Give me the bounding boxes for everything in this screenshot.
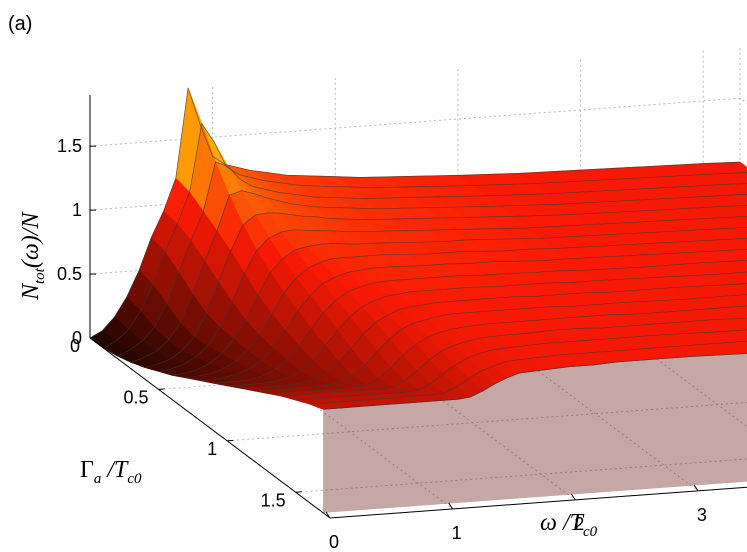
mesh-line-gamma-7 [185, 237, 747, 379]
y-axis-label-sub-a: a [94, 471, 102, 487]
x-axis-line [329, 486, 747, 519]
surface-front-skirt [323, 353, 747, 513]
mesh-line-gamma-4 [144, 204, 747, 368]
z-axis-label: Ntot(ω)/N [18, 211, 48, 301]
mesh-line-gamma-12 [254, 294, 747, 392]
y-tick-mark-2 [227, 439, 234, 442]
z-axis-label-main: N [18, 282, 44, 301]
y-axis-label: Γa /Tc0 [80, 457, 142, 487]
mesh-line-gamma-17 [323, 353, 747, 410]
x-tick-mark-0 [325, 511, 331, 519]
z-tick-label-1: 0.5 [57, 264, 82, 284]
z-axis-label-sub: tot [32, 267, 48, 284]
x-tick-mark-1 [448, 502, 454, 510]
mesh-line-gamma-15 [295, 329, 747, 401]
mesh-line-gamma-5 [158, 215, 747, 372]
mesh-line-gamma-0 [89, 87, 741, 339]
y-axis-line [89, 337, 331, 519]
y-tick-mark-0 [89, 337, 97, 339]
x-axis-label: ω /Tc0 [540, 510, 598, 540]
grid-y-floor-3 [295, 458, 747, 493]
y-tick-mark-1 [158, 388, 165, 390]
mesh-line-gamma-6 [172, 226, 747, 376]
grid-y-floor-2 [227, 401, 747, 442]
x-tick-mark-2 [570, 493, 576, 501]
y-axis-label-sub: c0 [127, 471, 142, 487]
y-axis-label-mid: /T [101, 457, 129, 483]
y-axis-label-main: Γ [80, 457, 94, 483]
x-tick-label-1: 1 [452, 523, 462, 543]
y-tick-label-2: 1 [207, 439, 217, 459]
mesh-line-gamma-1 [103, 122, 747, 349]
mesh-line-gamma-14 [281, 317, 747, 397]
z-tick-label-2: 1 [72, 200, 82, 220]
x-tick-label-0: 0 [329, 532, 339, 552]
mesh-line-gamma-10 [227, 271, 747, 387]
tick-labels: 00.511.500.511.5012345 [57, 136, 707, 552]
mesh-line-gamma-8 [199, 248, 747, 381]
y-tick-label-1: 0.5 [124, 387, 149, 407]
mesh-line-gamma-2 [117, 161, 747, 357]
surface-mesh [89, 87, 747, 513]
x-tick-label-3: 3 [697, 505, 707, 525]
y-tick-mark-3 [295, 491, 302, 493]
mesh-line-gamma-9 [213, 260, 747, 384]
z-axis-label-rest: (ω)/N [18, 211, 44, 269]
y-tick-label-0: 0 [70, 336, 80, 356]
z-tick-label-0: 0 [72, 328, 82, 348]
x-axis-label-sub: c0 [583, 524, 598, 540]
x-tick-label-2: 2 [574, 514, 584, 534]
x-tick-mark-3 [693, 484, 699, 492]
mesh-line-gamma-16 [309, 340, 747, 405]
mesh-line-gamma-3 [130, 190, 747, 363]
z-tick-label-3: 1.5 [57, 136, 82, 156]
axis-lines [89, 95, 747, 519]
x-axis-label-main: ω /T [540, 510, 585, 536]
mesh-line-gamma-13 [268, 305, 747, 395]
y-tick-label-3: 1.5 [261, 490, 286, 510]
mesh-line-gamma-11 [240, 283, 747, 389]
panel-label: (a) [8, 13, 32, 35]
